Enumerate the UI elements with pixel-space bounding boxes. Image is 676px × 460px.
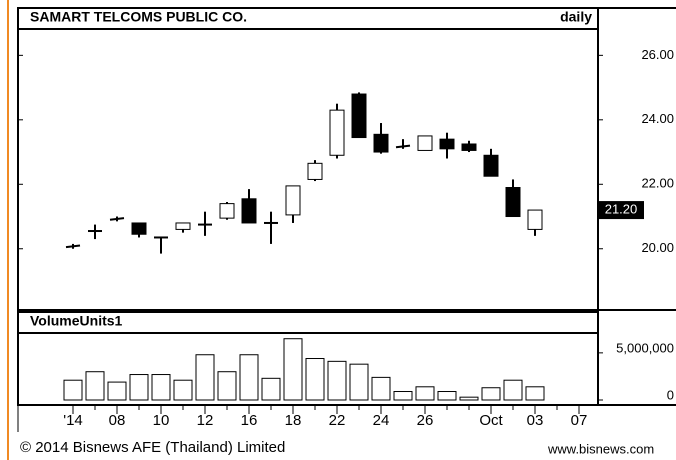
x-tick-label: 22 (329, 412, 346, 429)
volume-bar (371, 376, 391, 401)
chart-title: SAMART TELCOMS PUBLIC CO. (30, 9, 247, 25)
x-tick-label: 12 (197, 412, 214, 429)
volume-bar (459, 396, 479, 401)
volume-bar (305, 358, 325, 401)
candle-body (285, 185, 301, 216)
x-tick-label: '14 (63, 412, 83, 429)
candle-body (219, 203, 235, 219)
y-tick-label: 5,000,000 (616, 340, 674, 355)
last-price-box (598, 201, 644, 220)
y-tick-label: 0 (667, 387, 674, 402)
y-tick-label: 20.00 (641, 240, 674, 255)
volume-bar (261, 377, 281, 401)
volume-bar (173, 379, 193, 401)
volume-bar (481, 387, 501, 401)
candle-body (505, 187, 521, 218)
x-tick-label: 03 (527, 412, 544, 429)
candle-body (439, 138, 455, 150)
volume-bar (195, 354, 215, 401)
volume-bar (415, 386, 435, 401)
x-tick-label: 07 (571, 412, 588, 429)
x-tick-label: 18 (285, 412, 302, 429)
x-tick-label: 24 (373, 412, 390, 429)
volume-bar (63, 379, 83, 401)
volume-bar (283, 338, 303, 401)
volume-bar (503, 379, 523, 401)
volume-panel (17, 311, 599, 406)
copyright: © 2014 Bisnews AFE (Thailand) Limited (20, 439, 285, 456)
volume-bar (393, 391, 413, 401)
candle-body (461, 143, 477, 151)
volume-bar (349, 363, 369, 401)
candle-body (395, 144, 411, 149)
candle-body (527, 209, 543, 230)
x-tick-label: Oct (479, 412, 503, 429)
x-tick-label: 26 (417, 412, 434, 429)
source: www.bisnews.com (547, 441, 654, 456)
candle-body (351, 93, 367, 139)
candle-body (109, 217, 125, 221)
volume-bar (129, 374, 149, 401)
volume-bar (85, 371, 105, 401)
y-tick-label: 24.00 (641, 111, 674, 126)
candle-body (329, 109, 345, 156)
volume-bar (437, 391, 457, 401)
volume-bar (327, 360, 347, 401)
volume-bar (525, 386, 545, 401)
x-tick-label: 10 (153, 412, 170, 429)
price-panel (17, 7, 599, 311)
volume-bar (217, 371, 237, 401)
volume-bar (151, 374, 171, 401)
candle-body (241, 198, 257, 224)
candle-body (307, 162, 323, 180)
x-tick-label: 16 (241, 412, 258, 429)
candle-body (175, 222, 191, 230)
candle-body (483, 154, 499, 177)
volume-title: VolumeUnits1 (30, 313, 123, 329)
chart-subtitle: daily (560, 9, 592, 25)
candle-body (65, 244, 81, 249)
y-tick-label: 22.00 (641, 176, 674, 191)
candle-body (131, 222, 147, 235)
volume-bar (239, 354, 259, 401)
candle-body (417, 135, 433, 151)
candle-body (373, 133, 389, 153)
x-tick-label: 08 (109, 412, 126, 429)
last-price-label: 21.20 (605, 202, 638, 217)
volume-bar (107, 381, 127, 401)
y-tick-label: 26.00 (641, 47, 674, 62)
